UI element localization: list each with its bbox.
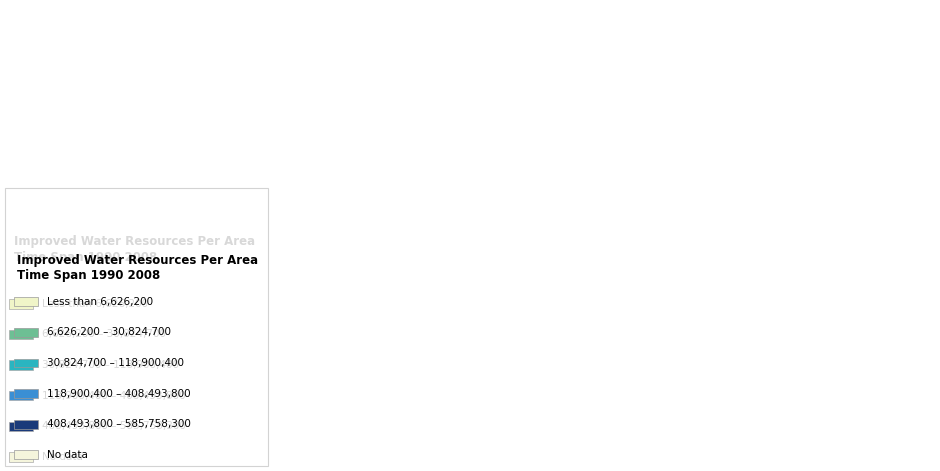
FancyBboxPatch shape xyxy=(14,450,38,459)
Text: Less than 6,626,200: Less than 6,626,200 xyxy=(42,299,149,309)
FancyBboxPatch shape xyxy=(9,422,33,431)
Text: 6,626,200 – 30,824,700: 6,626,200 – 30,824,700 xyxy=(42,329,166,340)
FancyBboxPatch shape xyxy=(14,328,38,337)
Text: 30,824,700 – 118,900,400: 30,824,700 – 118,900,400 xyxy=(47,358,184,368)
Text: 408,493,800 – 585,758,300: 408,493,800 – 585,758,300 xyxy=(47,419,191,429)
Text: 408,493,800 – 585,758,300: 408,493,800 – 585,758,300 xyxy=(42,421,186,431)
FancyBboxPatch shape xyxy=(14,389,38,398)
FancyBboxPatch shape xyxy=(14,420,38,429)
Text: 30,824,700 – 118,900,400: 30,824,700 – 118,900,400 xyxy=(42,360,180,370)
FancyBboxPatch shape xyxy=(14,297,38,306)
Text: No data: No data xyxy=(47,450,87,460)
FancyBboxPatch shape xyxy=(9,360,33,370)
Text: 118,900,400 – 408,493,800: 118,900,400 – 408,493,800 xyxy=(47,389,191,398)
Text: 118,900,400 – 408,493,800: 118,900,400 – 408,493,800 xyxy=(42,390,186,401)
Text: No data: No data xyxy=(42,452,83,462)
Text: Less than 6,626,200: Less than 6,626,200 xyxy=(47,297,153,307)
Text: Improved Water Resources Per Area
Time Span 1990 2008: Improved Water Resources Per Area Time S… xyxy=(17,254,258,282)
FancyBboxPatch shape xyxy=(9,330,33,339)
FancyBboxPatch shape xyxy=(9,391,33,400)
Text: 6,626,200 – 30,824,700: 6,626,200 – 30,824,700 xyxy=(47,327,171,337)
FancyBboxPatch shape xyxy=(5,188,268,466)
Text: Improved Water Resources Per Area
Time Span 1990 2008: Improved Water Resources Per Area Time S… xyxy=(14,236,256,263)
FancyBboxPatch shape xyxy=(9,452,33,462)
FancyBboxPatch shape xyxy=(14,358,38,367)
FancyBboxPatch shape xyxy=(9,299,33,309)
